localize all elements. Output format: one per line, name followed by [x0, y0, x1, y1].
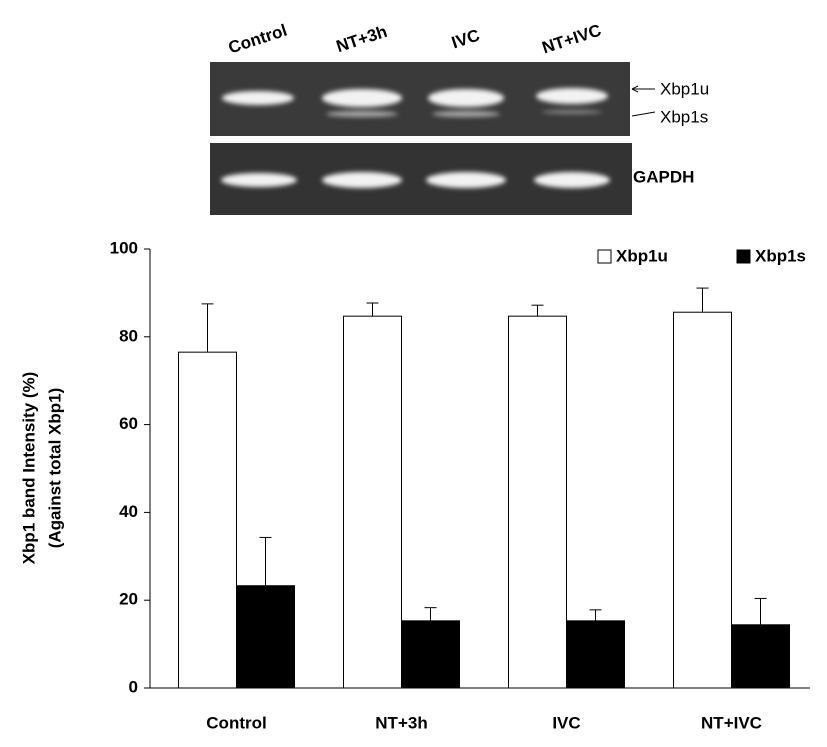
y-tick-label: 80 — [119, 326, 138, 345]
arrow — [631, 111, 656, 117]
y-tick-label: 0 — [129, 677, 138, 696]
bar — [673, 311, 732, 689]
x-tick-label: NT+3h — [375, 713, 427, 732]
y-tick-label: 20 — [119, 590, 138, 609]
gel-image: Xbp1u Xbp1s GAPDH — [210, 62, 709, 215]
lane-label: IVC — [449, 26, 482, 53]
lane-label: Control — [226, 21, 289, 58]
bar — [178, 351, 237, 689]
x-tick-label: IVC — [552, 713, 580, 732]
legend-label: Xbp1s — [755, 246, 806, 265]
legend-label: Xbp1u — [616, 246, 668, 265]
band-label: Xbp1s — [660, 107, 708, 126]
bar — [236, 585, 295, 689]
y-tick-label: 60 — [119, 414, 138, 433]
bar — [401, 620, 460, 689]
gel-bands — [221, 88, 610, 188]
loading-control-label: GAPDH — [633, 167, 694, 186]
x-tick-label: Control — [206, 713, 266, 732]
bar — [508, 315, 567, 689]
y-tick-label: 100 — [110, 238, 138, 257]
y-axis-label: Xbp1 band Intensity (%) — [19, 372, 38, 565]
legend-swatch — [597, 249, 612, 264]
y-axis-label: (Against total Xbp1) — [45, 388, 64, 549]
bar — [566, 620, 625, 689]
legend-swatch — [736, 249, 751, 264]
lane-label: NT+3h — [334, 22, 390, 56]
bar — [343, 315, 402, 689]
x-tick-label: NT+IVC — [701, 713, 762, 732]
lane-label: NT+IVC — [540, 21, 604, 58]
band-label: Xbp1u — [660, 79, 709, 98]
bar — [731, 624, 790, 689]
arrow-head — [631, 85, 639, 93]
y-tick-label: 40 — [119, 502, 138, 521]
